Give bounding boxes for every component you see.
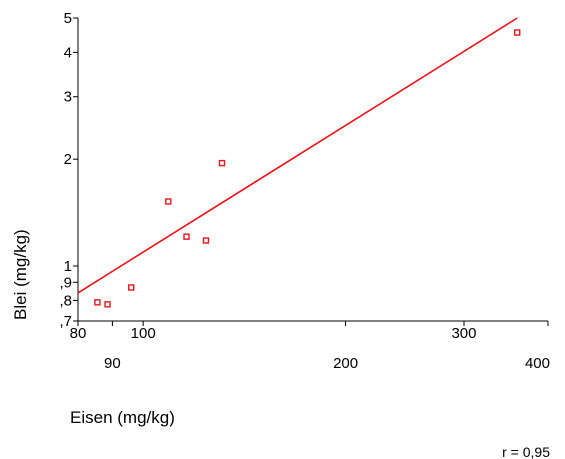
y-tick-label: 4 <box>64 44 72 61</box>
y-tick-label: ,8 <box>59 292 72 309</box>
y-tick-label: 1 <box>64 258 72 275</box>
fit-line-layer <box>77 17 518 294</box>
points-layer <box>94 29 521 308</box>
data-point <box>514 29 521 36</box>
correlation-annotation: r = 0,95 <box>502 444 550 459</box>
data-point <box>202 237 210 244</box>
y-tick-label: 3 <box>64 89 72 106</box>
x-tick-label: 400 <box>525 355 550 372</box>
data-point <box>165 198 172 205</box>
y-tick-label: ,7 <box>59 313 72 330</box>
y-axis-title: Blei (mg/kg) <box>11 229 30 320</box>
x-tick-label: 200 <box>333 355 358 372</box>
data-point <box>104 301 111 308</box>
data-point <box>94 299 101 306</box>
data-point <box>183 233 190 240</box>
y-tick-label: 2 <box>64 151 72 168</box>
x-tick-label: 80 <box>70 325 87 342</box>
x-tick-label: 100 <box>131 325 156 342</box>
data-point <box>218 159 226 167</box>
y-ticks: 5 4 3 2 1,9,8 ,7 <box>59 10 78 330</box>
plot-area <box>77 18 548 322</box>
fit-line <box>77 17 518 294</box>
data-point <box>128 284 135 291</box>
y-tick-label: 5 <box>64 10 72 27</box>
x-ticks: 80 100 300 90 200 400 <box>70 321 550 372</box>
x-tick-label: 90 <box>104 355 121 372</box>
y-tick-label: ,9 <box>59 274 72 291</box>
x-tick-label: 300 <box>451 325 476 342</box>
x-axis-title: Eisen (mg/kg) <box>70 408 175 427</box>
